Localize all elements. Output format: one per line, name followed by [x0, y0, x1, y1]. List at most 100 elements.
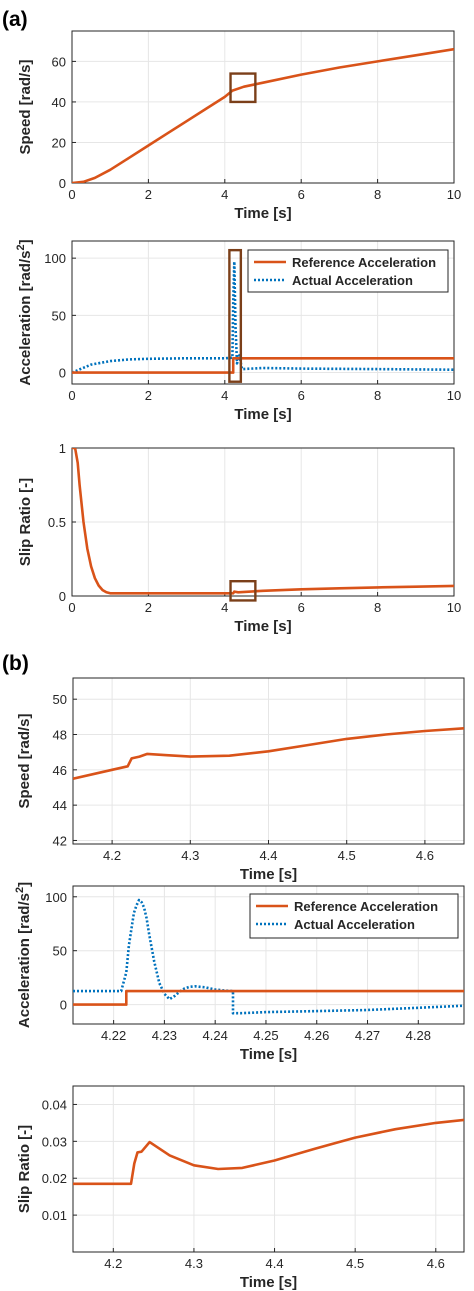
x-tick-label: 4.5	[346, 1256, 364, 1271]
series-group	[73, 1118, 464, 1186]
series-group	[72, 448, 454, 595]
series-line-actual	[72, 260, 454, 374]
legend-box	[249, 893, 459, 939]
series-line-reference	[73, 727, 464, 780]
y-axis-label: Speed [rad/s]	[17, 59, 34, 154]
series-line-reference	[73, 1118, 464, 1186]
x-tick-label: 8	[374, 388, 381, 403]
highlight-box	[229, 580, 257, 602]
y-tick-label: 0	[59, 589, 66, 604]
series-line-reference	[73, 989, 464, 1006]
x-axis-label: Time [s]	[234, 205, 291, 222]
x-tick-label: 4.23	[152, 1028, 177, 1043]
legend-label-reference: Reference Acceleration	[294, 899, 438, 914]
y-tick-label: 0	[59, 176, 66, 191]
x-tick-label: 4.2	[104, 1256, 122, 1271]
series-line-actual	[73, 898, 464, 1015]
y-tick-label: 0.01	[42, 1208, 67, 1223]
x-tick-label: 4.3	[181, 848, 199, 863]
y-tick-label: 0.03	[42, 1134, 67, 1149]
x-tick-label: 2	[145, 600, 152, 615]
chart-b3: 4.2 4.3 4.4 4.5 4.6 0.01 0.02 0.03 0.04 Time [s] S…	[16, 1085, 465, 1291]
x-tick-label: 4.6	[427, 1256, 445, 1271]
legend-label-reference: Reference Acceleration	[292, 255, 436, 270]
y-tick-label: 48	[53, 728, 67, 743]
series-group	[73, 727, 464, 780]
legend-label-actual: Actual Acceleration	[294, 917, 415, 932]
x-tick-label: 10	[447, 187, 461, 202]
panel-label-b: (b)	[2, 652, 29, 675]
y-axis-label: Acceleration [rad/s2]	[14, 882, 33, 1028]
x-tick-label: 4.27	[355, 1028, 380, 1043]
x-tick-label: 4.3	[185, 1256, 203, 1271]
y-tick-label: 40	[52, 95, 66, 110]
x-tick-label: 2	[145, 388, 152, 403]
panel-label-a: (a)	[2, 8, 28, 31]
y-tick-label: 0.5	[48, 515, 66, 530]
x-tick-label: 0	[68, 187, 75, 202]
x-tick-label: 0	[68, 388, 75, 403]
x-tick-label: 0	[68, 600, 75, 615]
x-tick-label: 4	[221, 388, 228, 403]
y-tick-label: 1	[59, 441, 66, 456]
y-tick-label: 44	[53, 798, 67, 813]
legend-label-actual: Actual Acceleration	[292, 273, 413, 288]
x-tick-label: 4.5	[338, 848, 356, 863]
x-tick-label: 4.2	[103, 848, 121, 863]
x-tick-label: 4.24	[203, 1028, 228, 1043]
x-axis-label: Time [s]	[234, 618, 291, 635]
series-group	[73, 898, 464, 1015]
x-axis-label: Time [s]	[240, 866, 297, 883]
x-tick-label: 4.26	[304, 1028, 329, 1043]
x-tick-label: 10	[447, 388, 461, 403]
y-tick-label: 20	[52, 135, 66, 150]
axes-frame	[71, 240, 455, 385]
series-line-reference	[72, 47, 454, 183]
legend-box	[247, 249, 449, 293]
series-group	[72, 47, 454, 183]
panel-labels: (a) (b)	[2, 8, 29, 675]
chart-b2: 4.22 4.23 4.24 4.25 4.26 4.27 4.28 0 50 100 Time […	[14, 882, 465, 1063]
chart-a3: 0 2 4 6 8 10 0 0.5 1 Time [s] Slip Ratio [-]	[17, 441, 461, 635]
x-tick-label: 4	[221, 600, 228, 615]
y-tick-label: 0.02	[42, 1171, 67, 1186]
highlight-box	[228, 248, 243, 383]
highlight-box	[229, 72, 257, 104]
plot-area	[72, 31, 454, 183]
chart-b1: 4.2 4.3 4.4 4.5 4.6 42 44 46 48 50 Time [s] Speed […	[16, 677, 465, 883]
x-tick-label: 6	[298, 600, 305, 615]
x-tick-label: 4.22	[101, 1028, 126, 1043]
y-tick-label: 60	[52, 54, 66, 69]
y-tick-label: 46	[53, 763, 67, 778]
axes-frame	[71, 30, 455, 184]
y-tick-label: 100	[44, 251, 66, 266]
x-tick-label: 4.4	[259, 848, 277, 863]
y-tick-label: 0	[59, 366, 66, 381]
x-axis-label: Time [s]	[240, 1046, 297, 1063]
y-tick-label: 50	[52, 308, 66, 323]
y-tick-label: 0	[60, 998, 67, 1013]
x-tick-label: 6	[298, 187, 305, 202]
legend: Reference Acceleration Actual Acceleratio…	[249, 893, 459, 939]
y-axis-label: Speed [rad/s]	[16, 713, 33, 808]
x-tick-label: 10	[447, 600, 461, 615]
x-tick-label: 4.4	[266, 1256, 284, 1271]
x-tick-label: 6	[298, 388, 305, 403]
x-axis-label: Time [s]	[240, 1274, 297, 1291]
x-axis-label: Time [s]	[234, 406, 291, 423]
series-line-reference	[72, 448, 454, 595]
y-tick-label: 42	[53, 833, 67, 848]
y-tick-label: 100	[45, 890, 67, 905]
x-tick-label: 4	[221, 187, 228, 202]
legend: Reference Acceleration Actual Acceleratio…	[247, 249, 449, 293]
plot-area	[73, 1086, 464, 1252]
chart-a1: 0 2 4 6 8 10 0 20 40 60 Time [s] Speed [rad/s]	[17, 30, 461, 222]
y-axis-label: Acceleration [rad/s2]	[15, 239, 34, 385]
x-tick-label: 8	[374, 600, 381, 615]
series-line-reference	[72, 356, 454, 374]
y-axis-label: Slip Ratio [-]	[17, 478, 34, 566]
axes-frame	[72, 1085, 465, 1253]
